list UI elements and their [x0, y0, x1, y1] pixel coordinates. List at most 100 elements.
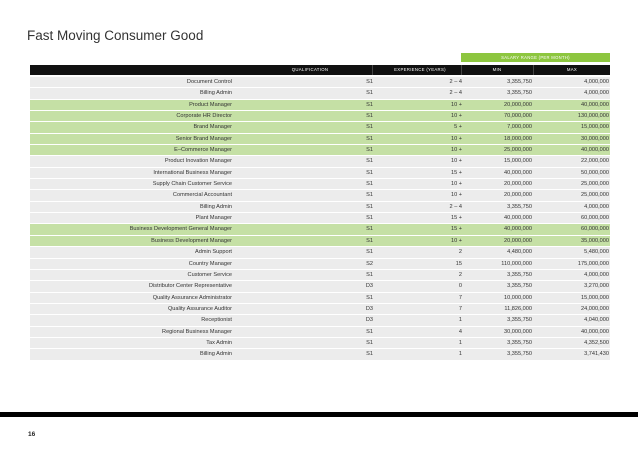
cell-experience: 2	[458, 249, 462, 256]
cell-position: Billing Admin	[199, 90, 232, 97]
table-row: Admin Support S1 2 4,480,000 5,480,000	[30, 247, 610, 259]
cell-min: 40,000,000	[504, 215, 532, 222]
header-experience: EXPERIENCE (YEARS)	[394, 67, 446, 72]
cell-max: 40,000,000	[581, 328, 609, 335]
table-row: Regional Business Manager S1 4 30,000,000 40…	[30, 326, 610, 338]
table-row: Supply Chain Customer Service S1 10 + 20,00…	[30, 179, 610, 191]
cell-qualification: S1	[366, 294, 373, 301]
cell-max: 4,352,500	[584, 339, 609, 346]
cell-qualification: S1	[366, 158, 373, 165]
cell-qualification: D3	[365, 305, 373, 312]
cell-position: Business Development Manager	[151, 237, 232, 244]
table-row: Billing Admin S1 1 3,355,750 3,741,430	[30, 349, 610, 361]
table-row: Brand Manager S1 5 + 7,000,000 15,000,000	[30, 122, 610, 134]
cell-experience: 10 +	[450, 135, 462, 142]
cell-position: Quality Assurance Auditor	[167, 305, 232, 312]
cell-qualification: S1	[366, 351, 373, 358]
cell-position: Brand Manager	[193, 124, 232, 131]
cell-position: Product Inovation Manager	[164, 158, 232, 165]
table-row: Corporate HR Director S1 10 + 70,000,000 130…	[30, 111, 610, 123]
cell-max: 4,000,000	[584, 271, 609, 278]
cell-experience: 5 +	[454, 124, 462, 131]
cell-qualification: S1	[366, 237, 373, 244]
table-row: Product Inovation Manager S1 10 + 15,000,00…	[30, 156, 610, 168]
cell-position: Receptionist	[201, 317, 232, 324]
cell-max: 3,270,000	[584, 283, 609, 290]
cell-experience: 15	[455, 260, 462, 267]
cell-min: 18,000,000	[504, 135, 532, 142]
table-row: Quality Assurance Administrator S1 7 10,000…	[30, 292, 610, 304]
cell-position: E–Commerce Manager	[174, 147, 232, 154]
cell-min: 3,355,750	[507, 283, 532, 290]
cell-position: Distributor Center Representative	[148, 283, 232, 290]
cell-experience: 7	[458, 305, 462, 312]
cell-min: 3,355,750	[507, 317, 532, 324]
cell-min: 3,355,750	[507, 351, 532, 358]
cell-experience: 1	[458, 351, 462, 358]
cell-experience: 10 +	[450, 147, 462, 154]
cell-qualification: D3	[365, 283, 373, 290]
cell-max: 4,000,000	[584, 90, 609, 97]
cell-max: 3,741,430	[584, 351, 609, 358]
cell-min: 25,000,000	[504, 147, 532, 154]
cell-max: 175,000,000	[577, 260, 609, 267]
table-row: Commercial Accountant S1 10 + 20,000,000 25,…	[30, 190, 610, 202]
cell-min: 15,000,000	[504, 158, 532, 165]
cell-position: Plant Manager	[195, 215, 232, 222]
cell-min: 4,480,000	[507, 249, 532, 256]
table-row: Business Development Manager S1 10 + 20,000…	[30, 235, 610, 248]
cell-qualification: S1	[366, 124, 373, 131]
cell-experience: 1	[458, 317, 462, 324]
cell-max: 22,000,000	[581, 158, 609, 165]
cell-experience: 1	[458, 339, 462, 346]
salary-range-header: SALARY RANGE (PER MONTH)	[461, 53, 610, 62]
cell-position: Product Manager	[189, 101, 232, 108]
cell-position: Commercial Accountant	[172, 192, 232, 199]
cell-max: 4,000,000	[584, 203, 609, 210]
cell-min: 7,000,000	[507, 124, 532, 131]
table-row: Product Manager S1 10 + 20,000,000 40,000,00…	[30, 99, 610, 112]
header-divider	[461, 65, 462, 75]
cell-min: 70,000,000	[504, 113, 532, 120]
cell-experience: 10 +	[450, 181, 462, 188]
cell-qualification: S1	[366, 271, 373, 278]
cell-qualification: S1	[366, 113, 373, 120]
cell-max: 15,000,000	[581, 124, 609, 131]
cell-max: 25,000,000	[581, 181, 609, 188]
cell-experience: 15 +	[450, 169, 462, 176]
page-title: Fast Moving Consumer Good	[27, 28, 204, 43]
cell-min: 40,000,000	[504, 169, 532, 176]
cell-experience: 10 +	[450, 101, 462, 108]
cell-experience: 2 – 4	[449, 79, 462, 85]
header-qualification: QUALIFICATION	[291, 67, 329, 72]
cell-position: Tax Admin	[206, 339, 232, 346]
table-header: QUALIFICATION EXPERIENCE (YEARS) MIN MAX	[0, 65, 638, 75]
cell-max: 4,040,000	[584, 317, 609, 324]
table-row: Billing Admin S1 2 – 4 3,355,750 4,000,000	[30, 201, 610, 214]
table-row: Tax Admin S1 1 3,355,750 4,352,500	[30, 337, 610, 350]
cell-qualification: S1	[366, 135, 373, 142]
cell-min: 20,000,000	[504, 181, 532, 188]
cell-qualification: S1	[366, 215, 373, 222]
cell-min: 20,000,000	[504, 237, 532, 244]
header-max: MAX	[566, 67, 578, 72]
cell-max: 60,000,000	[581, 226, 609, 233]
cell-position: International Business Manager	[153, 169, 232, 176]
header-divider	[533, 65, 534, 75]
cell-min: 3,355,750	[507, 90, 532, 97]
cell-qualification: S1	[366, 147, 373, 154]
cell-qualification: S1	[366, 192, 373, 199]
page-number: 16	[28, 431, 36, 438]
cell-max: 40,000,000	[581, 101, 609, 108]
cell-experience: 2	[458, 271, 462, 278]
cell-position: Senior Brand Manager	[175, 135, 232, 142]
cell-max: 5,480,000	[584, 249, 609, 256]
cell-qualification: S1	[366, 249, 373, 256]
table-row: Customer Service S1 2 3,355,750 4,000,000	[30, 269, 610, 282]
cell-max: 60,000,000	[581, 215, 609, 222]
table-row: Document Control S1 2 – 4 3,355,750 4,000,00…	[30, 77, 610, 89]
cell-min: 40,000,000	[504, 226, 532, 233]
cell-qualification: S1	[366, 226, 373, 233]
cell-max: 25,000,000	[581, 192, 609, 199]
cell-position: Billing Admin	[199, 351, 232, 358]
